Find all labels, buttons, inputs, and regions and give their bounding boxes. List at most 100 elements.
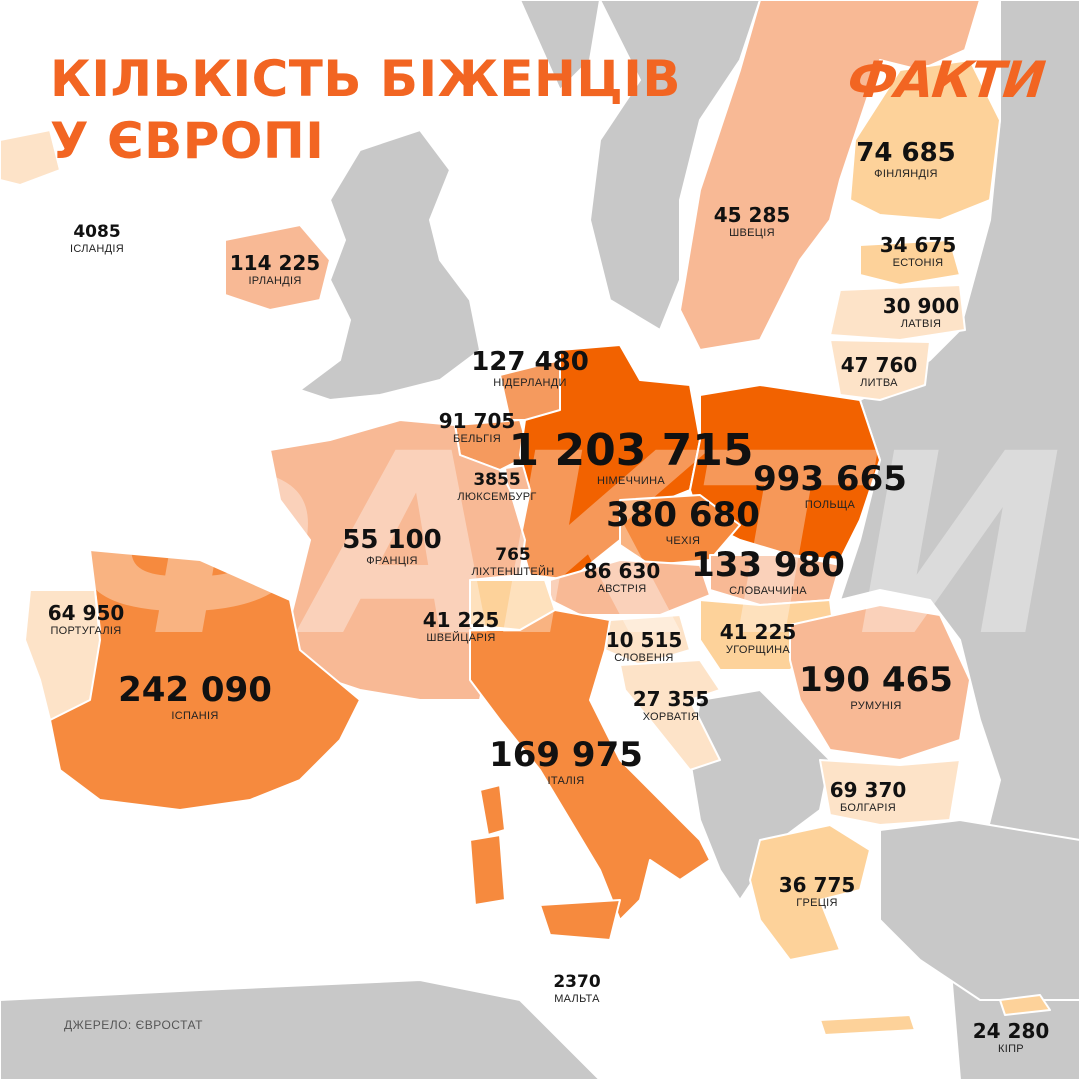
country-label-luxembourg: 3855 ЛЮКСЕМБУРГ [457,471,537,503]
name-hungary: УГОРЩИНА [725,644,791,656]
value-italy: 169 975 [489,735,643,775]
country-label-estonia: 34 675 ЕСТОНІЯ [879,233,957,270]
source-note: ДЖЕРЕЛО: ЄВРОСТАТ [64,1018,203,1032]
value-cyprus: 24 280 [972,1019,1050,1043]
cyprus-shape [999,994,1051,1016]
name-germany: НІМЕЧЧИНА [596,475,666,488]
value-ireland: 114 225 [229,251,321,275]
country-label-portugal: 64 950 ПОРТУГАЛІЯ [47,601,125,638]
sicily-shape [539,899,621,941]
name-estonia: ЕСТОНІЯ [892,257,944,269]
name-portugal: ПОРТУГАЛІЯ [50,625,122,637]
name-sweden: ШВЕЦІЯ [729,227,775,239]
name-austria: АВСТРІЯ [597,583,647,595]
value-hungary: 41 225 [719,620,797,644]
value-czechia: 380 680 [606,495,760,535]
country-label-slovenia: 10 515 СЛОВЕНІЯ [605,628,683,665]
name-slovakia: СЛОВАЧЧИНА [729,584,807,597]
greece-shape [749,824,871,961]
corsica-shape [479,784,506,836]
germany-shape [519,344,701,581]
name-ireland: ІРЛАНДІЯ [248,275,302,287]
value-croatia: 27 355 [632,687,710,711]
value-spain: 242 090 [118,670,272,710]
country-label-lithuania: 47 760 ЛИТВА [840,353,918,390]
name-croatia: ХОРВАТІЯ [642,711,700,723]
value-belgium: 91 705 [438,409,516,433]
name-luxembourg: ЛЮКСЕМБУРГ [457,490,537,503]
name-spain: ІСПАНІЯ [171,709,219,722]
iceland-shape [0,129,61,186]
country-label-romania: 190 465 РУМУНІЯ [799,660,953,712]
value-romania: 190 465 [799,660,953,700]
value-bulgaria: 69 370 [829,778,907,802]
name-finland: ФІНЛЯНДІЯ [874,168,938,181]
country-label-latvia: 30 900 ЛАТВІЯ [882,294,960,331]
value-slovenia: 10 515 [605,628,683,652]
value-latvia: 30 900 [882,294,960,318]
name-netherlands: НІДЕРЛАНДИ [493,377,567,390]
country-label-bulgaria: 69 370 БОЛГАРІЯ [829,778,907,815]
country-label-iceland: 4085 ІСЛАНДІЯ [70,223,124,255]
country-label-ireland: 114 225 ІРЛАНДІЯ [229,251,321,288]
country-label-belgium: 91 705 БЕЛЬГІЯ [438,409,516,446]
bulgaria-shape [819,759,961,826]
austria-shape [549,559,711,616]
svalbard-hint [518,0,602,92]
country-label-spain: 242 090 ІСПАНІЯ [118,670,272,722]
country-label-netherlands: 127 480 НІДЕРЛАНДИ [471,347,589,390]
name-czechia: ЧЕХІЯ [665,534,701,547]
value-portugal: 64 950 [47,601,125,625]
country-label-hungary: 41 225 УГОРЩИНА [719,620,797,657]
value-slovakia: 133 980 [691,545,845,585]
sardinia-shape [469,834,506,906]
finland-shape [849,59,1001,221]
value-malta: 2370 [553,972,601,992]
great-britain-shape [297,128,482,402]
croatia-shape [619,659,721,771]
value-estonia: 34 675 [879,233,957,257]
country-label-slovakia: 133 980 СЛОВАЧЧИНА [691,545,845,597]
country-label-austria: 86 630 АВСТРІЯ [583,559,661,596]
value-poland: 993 665 [753,459,907,499]
norway-shape [588,0,762,332]
page-title: КІЛЬКІСТЬ БІЖЕНЦІВ У ЄВРОПІ [50,48,681,172]
brand-logo: ФАКТИ [844,51,1047,109]
turkey-shape [879,818,1080,1001]
name-romania: РУМУНІЯ [850,699,902,712]
lithuania-shape [829,339,931,401]
north-africa-shape [0,978,602,1080]
name-italy: ІТАЛІЯ [547,774,585,787]
name-cyprus: КІПР [998,1043,1024,1055]
country-label-italy: 169 975 ІТАЛІЯ [489,735,643,787]
estonia-shape [859,239,961,286]
country-label-czechia: 380 680 ЧЕХІЯ [606,495,760,547]
value-switzerland: 41 225 [422,608,500,632]
romania-shape [789,604,971,761]
name-latvia: ЛАТВІЯ [900,318,942,330]
country-label-liechtenstein: 765 ЛІХТЕНШТЕЙН [472,546,555,578]
country-label-malta: 2370 МАЛЬТА [553,972,601,1005]
value-lithuania: 47 760 [840,353,918,377]
title-line-2: У ЄВРОПІ [50,112,325,170]
ireland-shape [224,224,331,311]
value-netherlands: 127 480 [471,347,589,377]
value-france: 55 100 [342,525,442,555]
italy-shape [469,609,711,921]
name-poland: ПОЛЬЩА [804,498,856,511]
name-france: ФРАНЦІЯ [366,555,418,568]
country-label-poland: 993 665 ПОЛЬЩА [753,459,907,511]
name-iceland: ІСЛАНДІЯ [70,242,124,255]
title-line-1: КІЛЬКІСТЬ БІЖЕНЦІВ [50,50,681,108]
value-sweden: 45 285 [713,203,791,227]
value-austria: 86 630 [583,559,661,583]
crete-shape [819,1014,916,1036]
country-label-greece: 36 775 ГРЕЦІЯ [779,875,856,910]
value-finland: 74 685 [856,138,956,168]
name-lithuania: ЛИТВА [860,377,898,389]
name-belgium: БЕЛЬГІЯ [452,433,502,445]
name-malta: МАЛЬТА [554,992,600,1005]
country-label-cyprus: 24 280 КІПР [972,1019,1050,1056]
